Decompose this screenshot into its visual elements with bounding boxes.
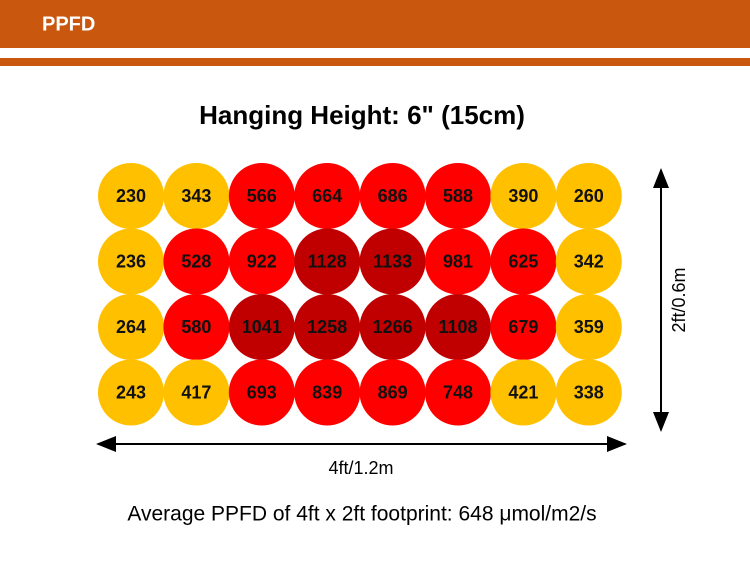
cell-value: 839 — [312, 382, 342, 402]
cell-circle — [555, 163, 622, 229]
title: Hanging Height: 6" (15cm) — [199, 100, 525, 130]
cell-value: 679 — [508, 317, 538, 337]
cell-value: 869 — [378, 382, 408, 402]
cell-value: 236 — [116, 251, 146, 271]
cell-value: 528 — [181, 251, 211, 271]
cell-circle — [425, 163, 491, 229]
cell-value: 390 — [508, 186, 538, 206]
cell-value: 566 — [247, 186, 277, 206]
cell-circle — [490, 228, 557, 295]
width-label: 4ft/1.2m — [328, 458, 393, 478]
cell-circle — [228, 163, 295, 229]
cell-value: 1128 — [308, 251, 347, 271]
cell-circle — [163, 294, 230, 360]
header-title: PPFD — [42, 13, 95, 35]
cell-value: 359 — [574, 317, 604, 337]
cell-circle — [555, 294, 622, 360]
cell-circle — [425, 228, 491, 295]
cell-circle — [163, 359, 230, 426]
cell-circle — [425, 359, 491, 426]
cell-value: 338 — [574, 382, 604, 402]
cell-circle — [555, 359, 622, 426]
cell-value: 421 — [508, 382, 538, 402]
cell-value: 230 — [116, 186, 146, 206]
cell-circle — [359, 359, 426, 426]
cell-value: 922 — [247, 251, 277, 271]
cell-circle — [228, 294, 295, 360]
cell-value: 417 — [181, 382, 211, 402]
cell-circle — [228, 228, 295, 295]
cell-circle — [98, 163, 164, 229]
cell-circle — [98, 359, 164, 426]
cell-circle — [294, 228, 361, 295]
cell-circle — [98, 294, 164, 360]
cell-circle — [490, 294, 557, 360]
cell-circle — [294, 359, 361, 426]
cell-circle — [555, 228, 622, 295]
cell-circle — [228, 359, 295, 426]
cell-circle — [163, 228, 230, 295]
cell-value: 1258 — [307, 317, 347, 337]
cell-circle — [294, 294, 361, 360]
cell-value: 260 — [574, 186, 604, 206]
cell-value: 1108 — [438, 317, 477, 337]
cell-circle — [294, 163, 361, 229]
cell-value: 343 — [181, 186, 211, 206]
cell-value: 1041 — [242, 317, 282, 337]
cell-circle — [490, 359, 557, 426]
height-label: 2ft/0.6m — [669, 267, 689, 332]
cell-value: 686 — [378, 186, 408, 206]
cell-value: 342 — [574, 251, 604, 271]
cell-value: 588 — [443, 186, 473, 206]
cell-circle — [359, 294, 426, 360]
cell-value: 580 — [181, 317, 211, 337]
cell-value: 664 — [312, 186, 342, 206]
cell-value: 693 — [247, 382, 277, 402]
cell-value: 1133 — [373, 251, 412, 271]
cell-circle — [425, 294, 491, 360]
cell-value: 981 — [443, 251, 473, 271]
ppfd-grid: 230 343 566 664 686 588 390 260 236 528 922 1128 113… — [98, 163, 622, 426]
cell-circle — [490, 163, 557, 229]
header-bar — [0, 0, 750, 48]
cell-circle — [359, 228, 426, 295]
cell-circle — [163, 163, 230, 229]
cell-value: 264 — [116, 317, 146, 337]
cell-value: 1266 — [373, 317, 413, 337]
footer-text: Average PPFD of 4ft x 2ft footprint: 648… — [127, 503, 596, 526]
cell-value: 625 — [508, 251, 538, 271]
header-stripe — [0, 58, 750, 66]
cell-value: 748 — [443, 382, 473, 402]
cell-circle — [98, 228, 164, 295]
cell-circle — [359, 163, 426, 229]
cell-value: 243 — [116, 382, 146, 402]
